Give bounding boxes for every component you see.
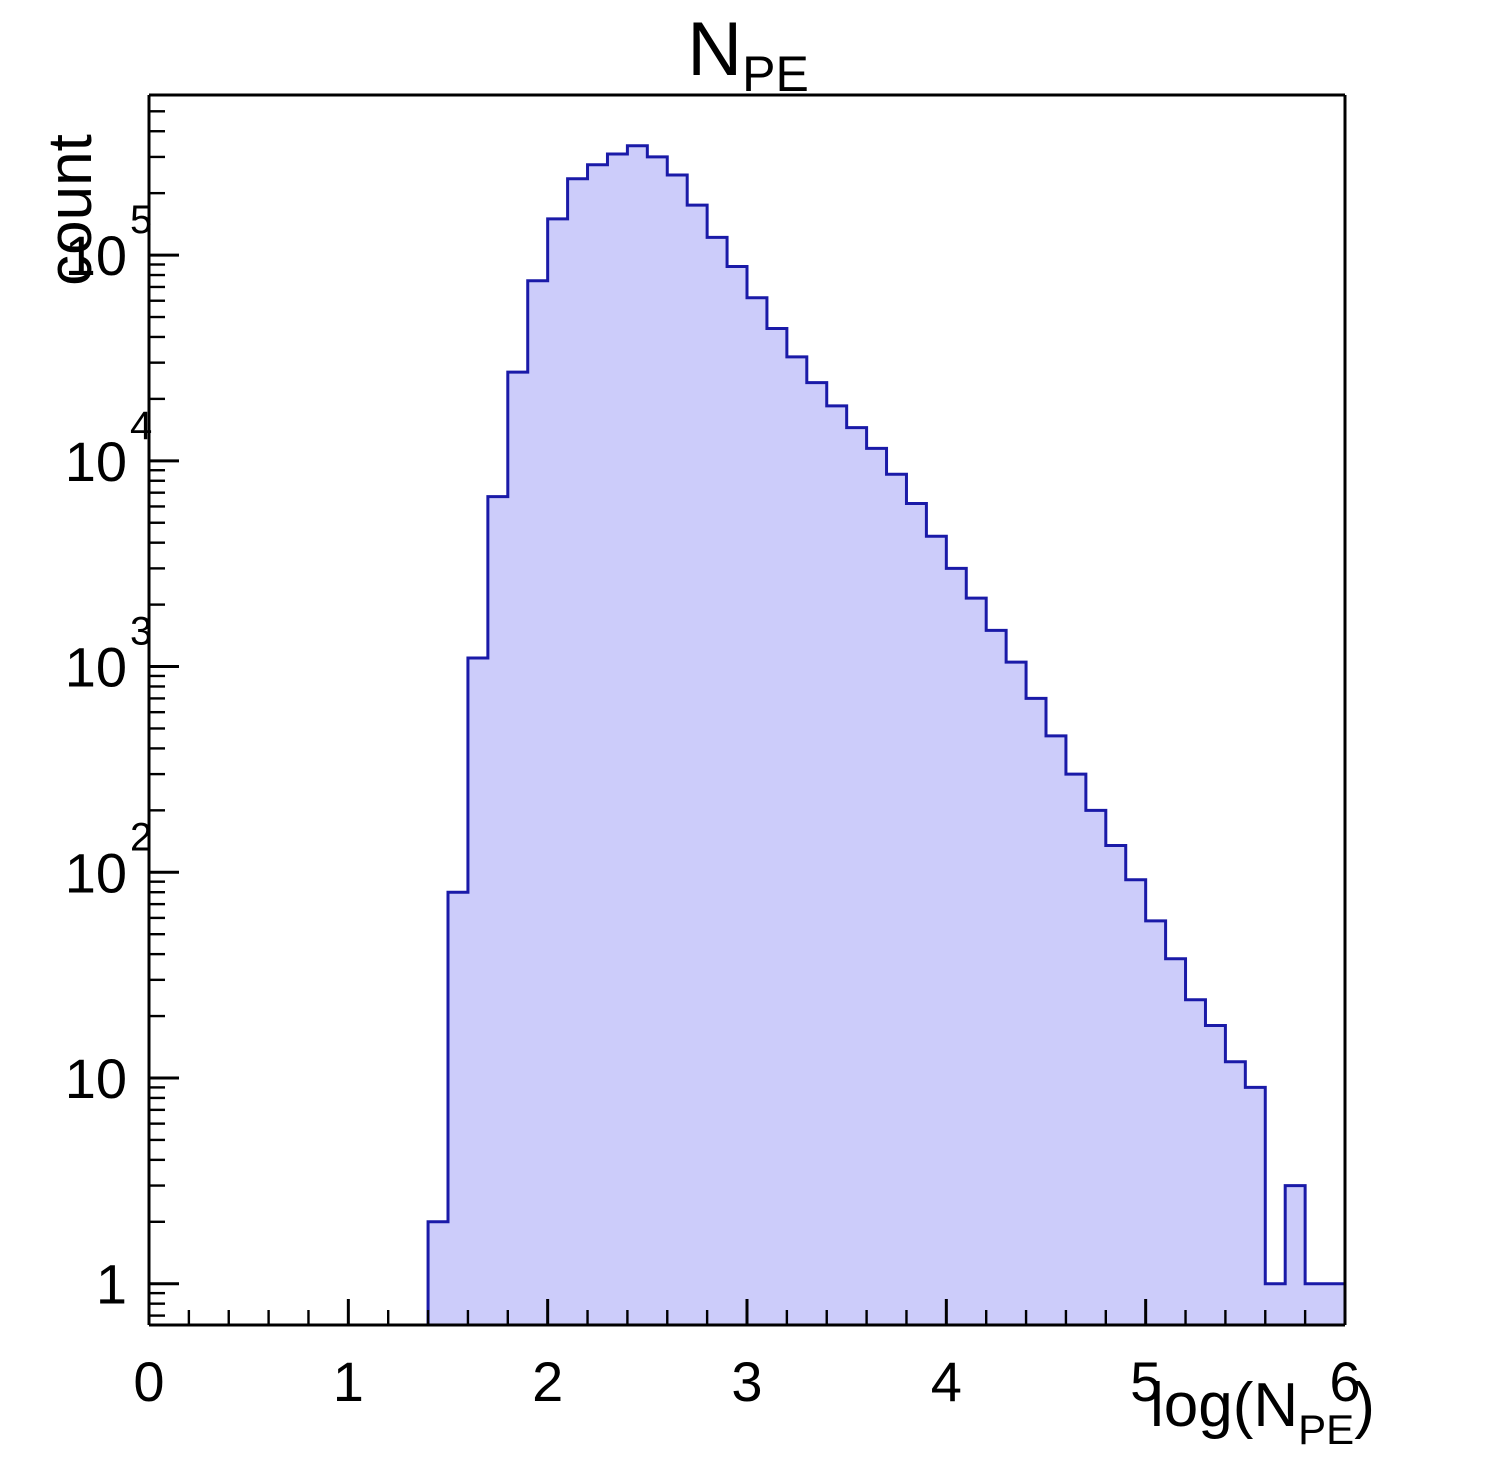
y-tick-label-exponent: 4 bbox=[130, 404, 152, 448]
x-tick-label: 6 bbox=[1329, 1350, 1360, 1413]
x-axis-ticks bbox=[147, 1299, 1347, 1325]
chart-title-main: N bbox=[687, 7, 743, 92]
x-tick-label: 5 bbox=[1130, 1350, 1161, 1413]
y-tick-label-exponent: 5 bbox=[130, 198, 152, 242]
y-tick-label: 10 bbox=[65, 841, 127, 904]
x-axis-tick-labels: 0 1 2 3 4 5 6 bbox=[133, 1350, 1360, 1413]
y-tick-label-exponent: 2 bbox=[130, 815, 152, 859]
histogram-fill-area bbox=[428, 145, 1346, 1325]
y-axis-ticks bbox=[149, 93, 179, 1317]
chart-title: NPE bbox=[0, 6, 1496, 102]
y-axis-title-label: count bbox=[35, 134, 105, 286]
y-tick-label-exponent: 3 bbox=[130, 610, 152, 654]
x-axis-title-main: log(N bbox=[1150, 1371, 1299, 1440]
x-tick-label: 2 bbox=[532, 1350, 563, 1413]
x-axis-title: log(NPE) bbox=[1150, 1370, 1375, 1453]
chart-title-subscript: PE bbox=[742, 46, 809, 102]
y-tick-label: 10 bbox=[65, 636, 127, 699]
y-axis-title: count bbox=[0, 100, 180, 320]
histogram-outline bbox=[426, 144, 1347, 1325]
histogram-series bbox=[426, 144, 1347, 1325]
y-tick-label: 10 bbox=[65, 1047, 127, 1110]
y-tick-label: 10 bbox=[65, 430, 127, 493]
x-axis-title-close: ) bbox=[1354, 1371, 1375, 1440]
x-tick-label: 3 bbox=[731, 1350, 762, 1413]
x-tick-label: 1 bbox=[333, 1350, 364, 1413]
y-tick-label: 1 bbox=[96, 1253, 127, 1316]
x-tick-label: 4 bbox=[931, 1350, 962, 1413]
x-axis-title-subscript: PE bbox=[1298, 1406, 1355, 1453]
y-tick-label: 10 bbox=[65, 224, 127, 287]
x-tick-label: 0 bbox=[133, 1350, 164, 1413]
